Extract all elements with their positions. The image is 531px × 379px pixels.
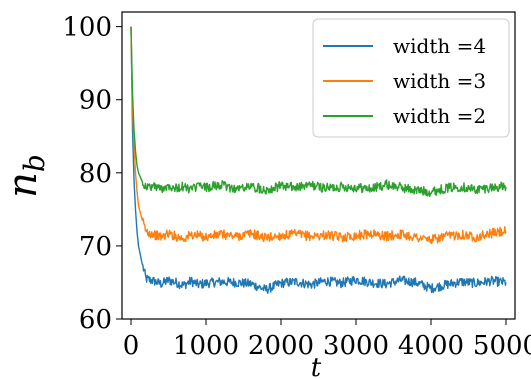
x-tick-label: 0 bbox=[123, 331, 140, 361]
y-axis: 60 70 80 90 100 bbox=[62, 13, 122, 335]
y-axis-label-main: n bbox=[0, 172, 46, 198]
series-line-2 bbox=[130, 26, 507, 245]
x-tick-label: 3000 bbox=[323, 331, 389, 361]
y-axis-label-subscript: b bbox=[18, 154, 51, 172]
legend-label-1: width =4 bbox=[393, 34, 486, 58]
x-axis: 0 1000 2000 3000 4000 5000 bbox=[123, 319, 531, 361]
y-tick-label: 100 bbox=[62, 13, 112, 43]
y-tick-label: 80 bbox=[79, 159, 112, 189]
x-axis-label: t bbox=[311, 353, 322, 379]
series-line-1 bbox=[130, 26, 507, 294]
plot-frame bbox=[121, 11, 516, 320]
series-layer bbox=[130, 26, 507, 294]
legend-label-3: width =2 bbox=[393, 104, 486, 128]
y-axis-label: nb bbox=[0, 154, 51, 198]
legend: width =4 width =3 width =2 bbox=[312, 18, 510, 138]
legend-box bbox=[312, 18, 510, 138]
x-tick-label: 2000 bbox=[248, 331, 314, 361]
legend-label-2: width =3 bbox=[393, 69, 486, 93]
y-tick-label: 60 bbox=[79, 305, 112, 335]
x-tick-label: 1000 bbox=[173, 331, 239, 361]
series-line-3 bbox=[130, 26, 507, 198]
y-tick-label: 90 bbox=[79, 86, 112, 116]
x-tick-label: 4000 bbox=[398, 331, 464, 361]
y-tick-label: 70 bbox=[79, 232, 112, 262]
x-tick-label: 5000 bbox=[473, 331, 531, 361]
